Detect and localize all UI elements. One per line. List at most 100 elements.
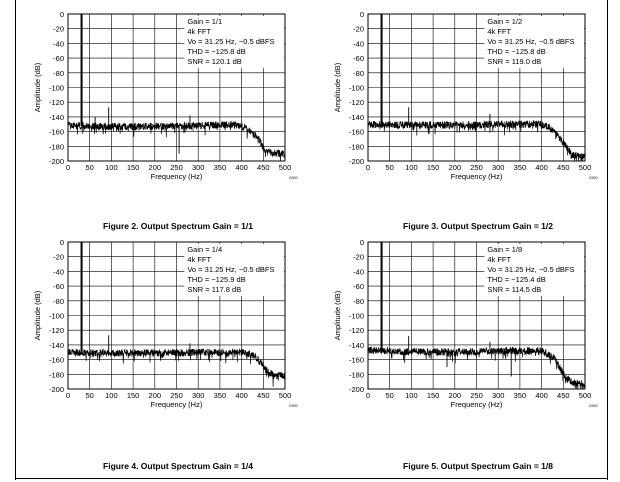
legend-entry: THD = −125.4 dB xyxy=(487,275,545,284)
figure-id: G000 xyxy=(289,176,298,180)
x-tick-label: 0 xyxy=(66,391,70,400)
y-tick-label: -40 xyxy=(353,267,364,276)
x-tick-label: 200 xyxy=(149,391,162,400)
x-tick-label: 250 xyxy=(170,163,183,172)
legend-box xyxy=(484,244,584,296)
x-tick-label: 50 xyxy=(386,163,394,172)
y-tick-label: -140 xyxy=(349,113,364,122)
legend-entry: 4k FFT xyxy=(487,27,511,36)
legend-box xyxy=(484,16,584,68)
x-tick-label: 400 xyxy=(535,391,548,400)
figure-id: G000 xyxy=(589,404,598,408)
y-tick-label: -60 xyxy=(353,54,364,63)
legend-entry: Vo = 31.25 Hz, −0.5 dBFS xyxy=(187,37,274,46)
y-tick-label: -100 xyxy=(49,84,64,93)
x-tick-label: 100 xyxy=(105,163,118,172)
x-tick-label: 300 xyxy=(492,163,505,172)
y-tick-label: -120 xyxy=(49,326,64,335)
y-axis-label: Amplitude (dB) xyxy=(333,62,342,112)
x-tick-label: 450 xyxy=(257,163,270,172)
figure-caption: Figure 5. Output Spectrum Gain = 1/8 xyxy=(403,461,553,471)
y-tick-label: -160 xyxy=(49,356,64,365)
chart-figure-3: 0 50 100 150 200 250 300 350 400 450 500 0 -20 -40 -60… xyxy=(333,10,598,181)
legend-entry: THD = −125.8 dB xyxy=(187,47,245,56)
y-tick-label: -20 xyxy=(53,253,64,262)
y-tick-label: -100 xyxy=(49,312,64,321)
figure-caption: Figure 3. Output Spectrum Gain = 1/2 xyxy=(403,221,553,231)
x-tick-label: 450 xyxy=(257,391,270,400)
page-border-left xyxy=(15,0,16,480)
x-tick-label: 500 xyxy=(279,391,292,400)
x-tick-label: 0 xyxy=(366,163,370,172)
y-tick-label: -20 xyxy=(53,25,64,34)
x-tick-label: 50 xyxy=(86,163,94,172)
legend-entry: SNR = 117.8 dB xyxy=(187,285,241,294)
legend-entry: 4k FFT xyxy=(187,27,211,36)
x-tick-label: 300 xyxy=(192,163,205,172)
y-tick-label: -120 xyxy=(49,98,64,107)
x-axis-label: Frequency (Hz) xyxy=(451,172,503,181)
y-axis-label: Amplitude (dB) xyxy=(33,62,42,112)
x-tick-label: 0 xyxy=(366,391,370,400)
x-tick-label: 350 xyxy=(214,391,227,400)
y-tick-label: -180 xyxy=(349,370,364,379)
y-tick-label: -100 xyxy=(349,312,364,321)
y-tick-label: -80 xyxy=(53,69,64,78)
noise-trace xyxy=(67,348,286,387)
legend-box xyxy=(184,16,284,68)
y-tick-label: -200 xyxy=(49,157,64,166)
x-tick-label: 400 xyxy=(535,163,548,172)
legend-entry: 4k FFT xyxy=(487,255,511,264)
legend-entry: Gain = 1/4 xyxy=(187,245,222,254)
x-tick-label: 500 xyxy=(579,163,592,172)
x-tick-label: 450 xyxy=(557,163,570,172)
x-tick-label: 450 xyxy=(557,391,570,400)
x-tick-label: 0 xyxy=(66,163,70,172)
chart-figure-4: 0 50 100 150 200 250 300 350 400 450 500 0 -20 -40 -60… xyxy=(33,238,298,409)
x-tick-label: 100 xyxy=(105,391,118,400)
y-tick-label: -120 xyxy=(349,326,364,335)
x-tick-label: 150 xyxy=(427,163,440,172)
y-tick-label: -200 xyxy=(349,157,364,166)
legend-entry: Vo = 31.25 Hz, −0.5 dBFS xyxy=(187,265,274,274)
x-tick-label: 350 xyxy=(514,163,527,172)
legend-entry: SNR = 119.0 dB xyxy=(487,57,541,66)
y-tick-label: -180 xyxy=(349,142,364,151)
y-tick-label: -40 xyxy=(353,39,364,48)
y-tick-label: -80 xyxy=(353,297,364,306)
noise-trace xyxy=(367,346,586,390)
y-tick-label: -140 xyxy=(349,341,364,350)
x-tick-label: 150 xyxy=(127,163,140,172)
y-tick-label: -140 xyxy=(49,113,64,122)
y-tick-label: -60 xyxy=(53,54,64,63)
figure-id: G000 xyxy=(589,176,598,180)
x-tick-label: 200 xyxy=(449,391,462,400)
y-tick-label: -60 xyxy=(53,282,64,291)
y-tick-label: -20 xyxy=(353,25,364,34)
y-tick-label: -80 xyxy=(353,69,364,78)
x-tick-label: 50 xyxy=(386,391,394,400)
y-tick-label: -40 xyxy=(53,267,64,276)
x-tick-label: 50 xyxy=(86,391,94,400)
y-tick-label: 0 xyxy=(60,238,64,247)
x-tick-label: 400 xyxy=(235,391,248,400)
y-tick-label: -40 xyxy=(53,39,64,48)
x-tick-label: 200 xyxy=(149,163,162,172)
y-tick-label: -140 xyxy=(49,341,64,350)
x-tick-label: 100 xyxy=(405,391,418,400)
legend-entry: Vo = 31.25 Hz, −0.5 dBFS xyxy=(487,265,574,274)
y-tick-label: -120 xyxy=(349,98,364,107)
x-tick-label: 150 xyxy=(127,391,140,400)
x-tick-label: 400 xyxy=(235,163,248,172)
legend-entry: Gain = 1/8 xyxy=(487,245,522,254)
legend-entry: SNR = 114.5 dB xyxy=(487,285,541,294)
y-tick-label: -200 xyxy=(49,385,64,394)
x-tick-label: 350 xyxy=(514,391,527,400)
legend-box xyxy=(184,244,284,296)
page-border-right xyxy=(607,0,608,480)
y-tick-label: -200 xyxy=(349,385,364,394)
x-tick-label: 150 xyxy=(427,391,440,400)
noise-trace xyxy=(67,121,286,162)
figure-id: G000 xyxy=(289,404,298,408)
noise-trace xyxy=(367,120,586,162)
